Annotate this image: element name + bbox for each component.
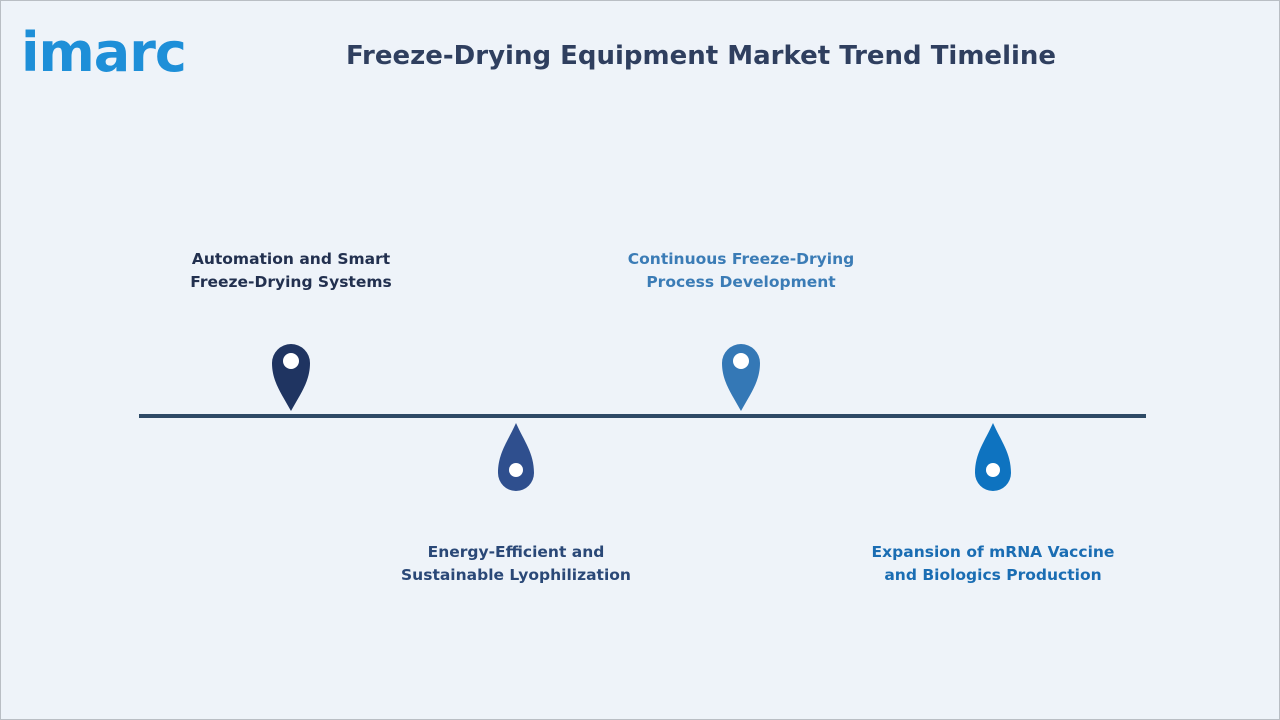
- pin: [722, 344, 760, 411]
- pin-hole: [733, 353, 749, 369]
- drop-hole: [986, 463, 1000, 477]
- title: Freeze-Drying Equipment Market Trend Tim…: [345, 41, 1057, 71]
- trend-label: Energy-Efficient and Sustainable Lyophil…: [401, 543, 631, 584]
- pin-hole: [283, 353, 299, 369]
- drop-hole: [509, 463, 523, 477]
- trend-label: Automation and Smart Freeze-Drying Syste…: [190, 250, 392, 291]
- trend-label: Continuous Freeze-Drying Process Develop…: [627, 250, 855, 291]
- trend-label: Expansion of mRNA Vaccine and Biologics …: [871, 543, 1115, 584]
- logo: imarc: [21, 21, 187, 84]
- drop: [975, 423, 1011, 491]
- pin: [272, 344, 310, 411]
- drop: [498, 423, 534, 491]
